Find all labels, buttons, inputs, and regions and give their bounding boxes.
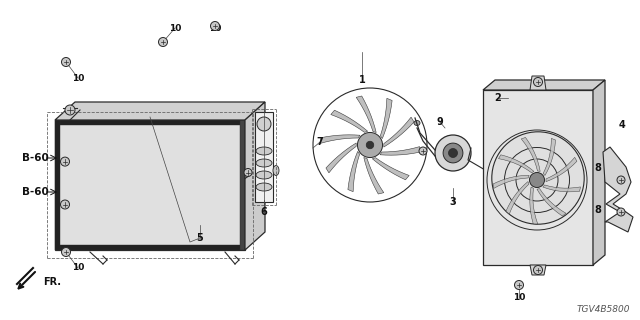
Polygon shape	[546, 157, 577, 182]
Text: 10: 10	[513, 293, 525, 302]
Polygon shape	[380, 98, 392, 139]
Polygon shape	[321, 135, 360, 143]
Circle shape	[61, 157, 70, 166]
Text: 9: 9	[436, 117, 444, 127]
Ellipse shape	[256, 183, 272, 191]
Polygon shape	[380, 147, 420, 155]
Text: B-60: B-60	[22, 153, 49, 163]
Circle shape	[419, 147, 427, 155]
Polygon shape	[603, 147, 633, 232]
Polygon shape	[255, 112, 273, 202]
Text: 1: 1	[358, 75, 365, 85]
Polygon shape	[326, 143, 356, 173]
Polygon shape	[348, 151, 360, 192]
Polygon shape	[331, 110, 368, 132]
Polygon shape	[60, 120, 240, 125]
Ellipse shape	[414, 121, 420, 125]
Polygon shape	[240, 120, 245, 250]
Polygon shape	[372, 158, 409, 180]
Circle shape	[515, 281, 524, 290]
Polygon shape	[521, 138, 540, 172]
Polygon shape	[530, 265, 546, 275]
Circle shape	[366, 141, 374, 149]
Polygon shape	[55, 120, 245, 250]
Circle shape	[435, 135, 471, 171]
Circle shape	[617, 208, 625, 216]
Ellipse shape	[256, 171, 272, 179]
Circle shape	[492, 132, 584, 224]
Polygon shape	[483, 80, 605, 90]
Circle shape	[244, 169, 252, 177]
Polygon shape	[506, 181, 529, 214]
Ellipse shape	[256, 159, 272, 167]
Polygon shape	[60, 245, 240, 250]
Text: 10: 10	[209, 23, 221, 33]
Polygon shape	[55, 102, 265, 120]
Polygon shape	[384, 117, 414, 147]
Polygon shape	[537, 189, 566, 216]
Text: 4: 4	[619, 120, 625, 130]
Ellipse shape	[273, 165, 279, 175]
Circle shape	[617, 176, 625, 184]
Text: TGV4B5800: TGV4B5800	[577, 306, 630, 315]
Text: 6: 6	[260, 207, 268, 217]
Polygon shape	[543, 185, 580, 192]
Text: 7: 7	[317, 137, 323, 147]
Circle shape	[534, 77, 543, 86]
Circle shape	[358, 132, 383, 157]
Circle shape	[529, 172, 545, 188]
Circle shape	[449, 148, 458, 157]
Circle shape	[61, 200, 70, 209]
Polygon shape	[483, 90, 593, 265]
Polygon shape	[593, 80, 605, 265]
Polygon shape	[543, 138, 556, 175]
Text: 3: 3	[450, 197, 456, 207]
Text: FR.: FR.	[43, 277, 61, 287]
Circle shape	[211, 21, 220, 30]
Circle shape	[65, 105, 75, 115]
Circle shape	[61, 58, 70, 67]
Polygon shape	[356, 96, 376, 132]
Text: 8: 8	[595, 163, 602, 173]
Polygon shape	[55, 120, 60, 250]
Ellipse shape	[256, 147, 272, 155]
Text: B-60: B-60	[22, 187, 49, 197]
Polygon shape	[493, 175, 529, 188]
Circle shape	[61, 247, 70, 257]
Text: 2: 2	[495, 93, 501, 103]
Ellipse shape	[257, 117, 271, 131]
Circle shape	[443, 143, 463, 163]
Text: 10: 10	[169, 23, 181, 33]
Circle shape	[534, 266, 543, 275]
Polygon shape	[530, 187, 538, 224]
Text: 8: 8	[595, 205, 602, 215]
Text: 10: 10	[72, 74, 84, 83]
Polygon shape	[364, 157, 384, 194]
Text: 5: 5	[196, 233, 204, 243]
Polygon shape	[530, 76, 546, 90]
Text: 10: 10	[72, 263, 84, 273]
Circle shape	[159, 37, 168, 46]
Polygon shape	[245, 102, 265, 250]
Polygon shape	[499, 155, 534, 173]
